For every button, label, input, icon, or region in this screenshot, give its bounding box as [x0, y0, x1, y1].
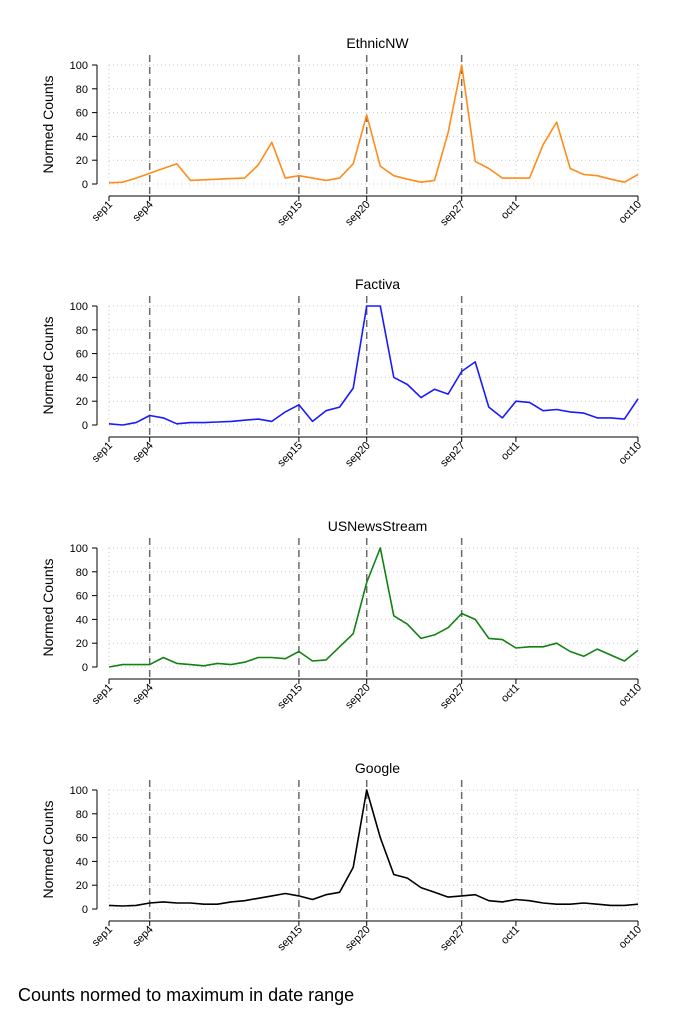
- x-tick-label: oct1: [499, 682, 522, 705]
- x-tick-label: sep20: [343, 199, 373, 229]
- y-tick-label: 0: [82, 179, 88, 191]
- y-tick-label: 80: [76, 567, 88, 579]
- x-tick-label: oct10: [617, 924, 645, 952]
- x-tick-label: sep1: [90, 924, 115, 949]
- y-tick-label: 0: [82, 904, 88, 916]
- y-axis-label: Normed Counts: [40, 800, 56, 898]
- x-tick-label: sep1: [90, 199, 115, 224]
- y-tick-label: 40: [76, 131, 88, 143]
- x-tick-label: oct10: [617, 440, 645, 468]
- x-tick-label: sep27: [438, 440, 468, 470]
- y-tick-label: 60: [76, 108, 88, 120]
- series-line: [108, 64, 639, 184]
- y-tick-label: 20: [76, 880, 88, 892]
- x-tick-label: sep1: [90, 682, 115, 707]
- series-line: [108, 789, 639, 907]
- x-tick-label: sep15: [275, 682, 305, 712]
- x-tick-label: sep27: [438, 682, 468, 712]
- y-axis-label: Normed Counts: [40, 558, 56, 656]
- y-tick-label: 80: [76, 809, 88, 821]
- y-tick-label: 60: [76, 591, 88, 603]
- y-tick-label: 100: [70, 785, 88, 797]
- chart-title: Google: [355, 760, 400, 776]
- chart-panel-3: USNewsStream Normed Counts 0 20 40 60 80 100 sep…: [40, 518, 644, 711]
- chart-title: EthnicNW: [346, 35, 409, 51]
- chart-panel-1: EthnicNW Normed Counts 0 20 40 60 80 100 sep1 sep…: [40, 35, 644, 228]
- x-tick-label: oct10: [617, 199, 645, 227]
- x-tick-label: sep27: [438, 199, 468, 229]
- y-tick-label: 0: [82, 662, 88, 674]
- x-tick-label: sep15: [275, 199, 305, 229]
- y-tick-label: 100: [70, 543, 88, 555]
- y-tick-label: 20: [76, 396, 88, 408]
- series-line: [108, 305, 639, 426]
- x-tick-label: sep20: [343, 924, 373, 954]
- x-tick-label: sep1: [90, 440, 115, 465]
- y-tick-label: 100: [70, 301, 88, 313]
- x-tick-label: oct10: [617, 682, 645, 710]
- x-tick-label: sep4: [130, 682, 155, 707]
- y-axis-label: Normed Counts: [40, 316, 56, 414]
- x-tick-label: sep15: [275, 924, 305, 954]
- y-tick-label: 60: [76, 833, 88, 845]
- y-tick-label: 80: [76, 84, 88, 96]
- y-tick-label: 40: [76, 372, 88, 384]
- x-tick-label: sep4: [130, 440, 155, 465]
- x-tick-label: sep20: [343, 682, 373, 712]
- x-tick-label: oct1: [499, 440, 522, 463]
- y-tick-label: 80: [76, 325, 88, 337]
- x-tick-label: sep15: [275, 440, 305, 470]
- chart-panel-2: Factiva Normed Counts 0 20 40 60 80 100 sep1 sep4…: [40, 276, 644, 469]
- y-tick-label: 0: [82, 420, 88, 432]
- chart-title: Factiva: [355, 276, 400, 292]
- y-axis-label: Normed Counts: [40, 75, 56, 173]
- y-tick-label: 20: [76, 155, 88, 167]
- y-tick-label: 20: [76, 638, 88, 650]
- y-tick-label: 40: [76, 856, 88, 868]
- chart-title: USNewsStream: [328, 518, 428, 534]
- x-tick-label: oct1: [499, 199, 522, 222]
- x-tick-label: sep4: [130, 199, 155, 224]
- y-tick-label: 100: [70, 60, 88, 72]
- y-tick-label: 60: [76, 349, 88, 361]
- y-tick-label: 40: [76, 614, 88, 626]
- x-tick-label: oct1: [499, 924, 522, 947]
- x-tick-label: sep4: [130, 924, 155, 949]
- x-tick-label: sep20: [343, 440, 373, 470]
- figure-caption: Counts normed to maximum in date range: [18, 985, 355, 1005]
- series-line: [108, 547, 639, 668]
- x-tick-label: sep27: [438, 924, 468, 954]
- chart-panel-4: Google Normed Counts 0 20 40 60 80 100 sep1 sep4 s…: [40, 760, 644, 953]
